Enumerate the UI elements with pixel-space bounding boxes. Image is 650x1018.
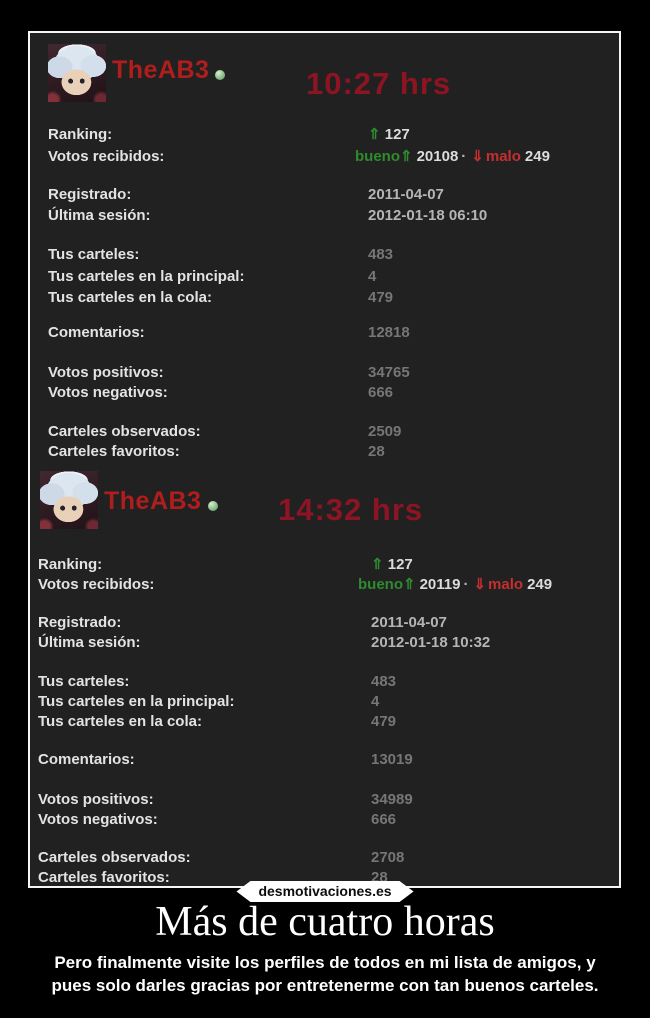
up-arrow-icon: ⇑ bbox=[371, 556, 384, 573]
stat-label: Votos recibidos: bbox=[48, 148, 165, 165]
stat-row-carteles-favoritos: Carteles favoritos: 28 bbox=[48, 443, 385, 460]
stat-row-tus-carteles: Tus carteles: 483 bbox=[38, 673, 397, 690]
stat-row-carteles-principal: Tus carteles en la principal: 4 bbox=[48, 268, 377, 285]
stat-row-votos-positivos: Votos positivos: 34989 bbox=[38, 791, 413, 808]
stat-row-votos-positivos: Votos positivos: 34765 bbox=[48, 364, 410, 381]
stat-row-carteles-cola: Tus carteles en la cola: 479 bbox=[38, 713, 397, 730]
online-status-icon bbox=[208, 501, 218, 511]
user-avatar[interactable] bbox=[40, 471, 98, 529]
stat-row-registrado: Registrado: 2011-04-07 bbox=[48, 186, 444, 203]
stat-value: bueno⇑ 20108 · ⇓ malo 249 bbox=[355, 148, 550, 165]
stat-row-votos-negativos: Votos negativos: 666 bbox=[48, 384, 394, 401]
up-arrow-icon: ⇑ bbox=[368, 126, 381, 143]
session-time: 14:32 hrs bbox=[278, 492, 424, 527]
stat-row-carteles-observados: Carteles observados: 2509 bbox=[48, 423, 402, 440]
stat-row-ranking: Ranking: ⇑ 127 bbox=[48, 125, 410, 145]
stat-row-carteles-cola: Tus carteles en la cola: 479 bbox=[48, 289, 394, 306]
stat-row-carteles-observados: Carteles observados: 2708 bbox=[38, 849, 405, 866]
subtitle-line-1: Pero finalmente visite los perfiles de t… bbox=[54, 953, 596, 972]
watermark-text: desmotivaciones.es bbox=[258, 883, 392, 899]
stat-row-carteles-principal: Tus carteles en la principal: 4 bbox=[38, 693, 380, 710]
watermark-ribbon[interactable]: desmotivaciones.es bbox=[236, 881, 413, 902]
stat-row-votos-recibidos: Votos recibidos: bueno⇑ 20108 · ⇓ malo 249 bbox=[48, 147, 550, 167]
stat-row-votos-recibidos: Votos recibidos: bueno⇑ 20119 · ⇓ malo 249 bbox=[38, 576, 553, 593]
down-arrow-icon: ⇓ bbox=[471, 148, 484, 165]
username[interactable]: TheAB3 bbox=[104, 487, 202, 515]
user-avatar[interactable] bbox=[48, 44, 106, 102]
username[interactable]: TheAB3 bbox=[112, 56, 210, 84]
stat-row-ranking: Ranking: ⇑ 127 bbox=[38, 556, 413, 573]
stat-row-ultima-sesion: Última sesión: 2012-01-18 10:32 bbox=[38, 634, 491, 651]
stat-row-tus-carteles: Tus carteles: 483 bbox=[48, 246, 394, 263]
stat-label: Ranking: bbox=[48, 126, 113, 143]
session-time: 10:27 hrs bbox=[306, 66, 452, 101]
online-status-icon bbox=[215, 70, 225, 80]
stat-row-ultima-sesion: Última sesión: 2012-01-18 06:10 bbox=[48, 207, 488, 224]
stat-row-comentarios: Comentarios: 13019 bbox=[38, 751, 413, 768]
stat-value: ⇑ 127 bbox=[368, 126, 410, 143]
profile-screenshot-panel: TheAB3 10:27 hrs Ranking: ⇑ 127 Votos re… bbox=[28, 31, 621, 888]
up-arrow-icon: ⇑ bbox=[400, 148, 413, 165]
subtitle-line-2: pues solo darles gracias por entretenerm… bbox=[51, 976, 599, 995]
poster-subtitle: Pero finalmente visite los perfiles de t… bbox=[0, 951, 650, 997]
poster-title: Más de cuatro horas bbox=[155, 899, 495, 945]
up-arrow-icon: ⇑ bbox=[403, 576, 416, 593]
down-arrow-icon: ⇓ bbox=[473, 576, 487, 593]
stat-row-votos-negativos: Votos negativos: 666 bbox=[38, 811, 397, 828]
stat-row-comentarios: Comentarios: 12818 bbox=[48, 324, 410, 341]
stat-row-registrado: Registrado: 2011-04-07 bbox=[38, 614, 447, 631]
